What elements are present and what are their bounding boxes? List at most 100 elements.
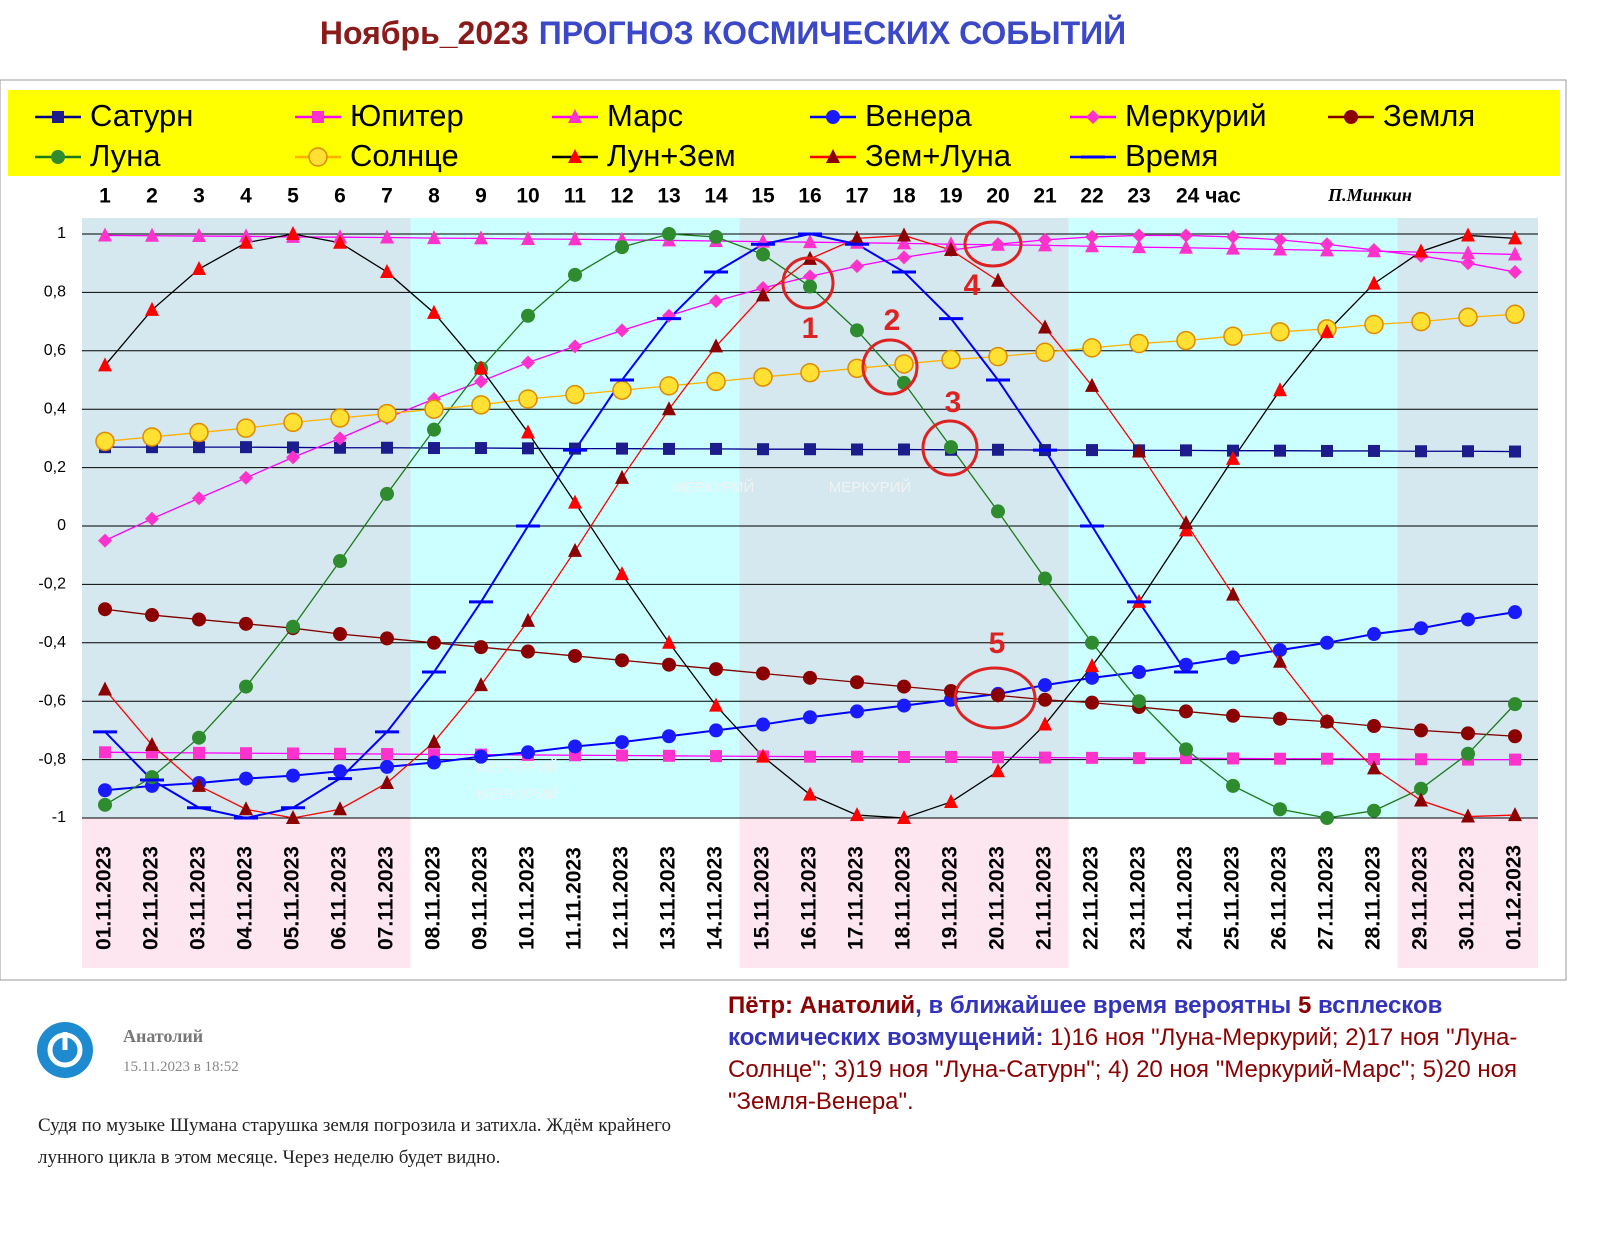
y-tick-label: -0,6 [38,692,66,709]
hour-label: 10 [516,185,539,208]
marker [1461,245,1475,260]
hour-label: 20 [986,185,1009,208]
marker [1132,228,1146,243]
marker [756,748,770,763]
marker [1179,228,1193,243]
marker [333,554,347,569]
marker [239,234,253,249]
marker [850,807,864,822]
y-tick-label: 0 [57,517,66,534]
marker [756,247,770,262]
marker [709,294,723,309]
marker [1509,445,1521,458]
marker [1039,751,1051,764]
marker [380,486,394,501]
marker [663,749,675,762]
marker [1227,444,1239,457]
marker [474,640,488,655]
marker [615,323,629,338]
reply-part: 1)16 ноя "Луна-Меркурий; 2)17 ноя "Луна-… [728,1024,1518,1115]
marker [1085,635,1099,650]
marker [991,504,1005,519]
marker [333,764,347,779]
hour-label: 8 [428,185,440,208]
date-band [739,818,1069,968]
marker [286,810,300,824]
marker [1367,803,1381,818]
watermark: МЕРКУРИЙ [672,478,755,496]
y-tick-label: 0,4 [44,400,66,417]
legend-marker [826,149,840,163]
watermark: МЕРКУРИЙ [477,758,560,776]
marker [615,566,629,581]
marker [98,602,112,617]
hour-label: 19 [939,185,962,208]
marker [145,770,159,785]
hour-label: 22 [1080,185,1103,208]
marker [1226,229,1240,244]
marker [941,349,961,370]
marker [894,354,914,374]
marker [851,443,863,456]
marker [612,380,632,400]
legend-label: Венера [865,98,973,133]
marker [850,259,864,274]
marker [1461,726,1475,741]
hour-label: 1 [99,185,111,208]
marker [1415,753,1427,766]
hour-label: 4 [240,185,252,208]
legend-marker [51,150,65,164]
marker [287,747,299,760]
comment-text: Судя по музыке Шумана старушка земля пог… [38,1115,671,1168]
marker [897,810,911,824]
marker [427,635,441,650]
title-part: ПРОГНОЗ КОСМИЧЕСКИХ СОБЫТИЙ [539,15,1126,51]
x-tick-label: 22.11.2023 [1080,846,1103,950]
marker [334,441,346,454]
legend-marker [568,149,582,163]
x-tick-label: 10.11.2023 [516,846,539,950]
marker [615,653,629,668]
series-line [104,232,1187,820]
marker [1085,658,1099,673]
marker [427,734,441,749]
legend-label: Зем+Луна [865,138,1012,173]
marker [283,412,303,433]
marker [427,422,441,437]
x-tick-label: 30.11.2023 [1456,846,1479,950]
x-tick-label: 02.11.2023 [140,846,163,950]
marker [1320,811,1334,825]
marker [991,688,1005,703]
legend-marker [568,109,582,123]
marker [1508,246,1522,261]
legend-label: Марс [607,98,683,133]
marker [898,750,910,763]
marker [1273,241,1287,256]
marker [95,431,115,452]
x-tick-label: 17.11.2023 [845,846,868,950]
marker [333,627,347,642]
credit: П.Минкин [1327,185,1412,205]
annotation: 3 [945,386,962,419]
reply-part: всплесков космических возмущений: [728,992,1443,1051]
marker [847,358,867,379]
legend-label: Солнце [350,138,459,173]
marker [1038,716,1052,731]
marker [757,443,769,456]
annotation-circle [781,256,835,310]
legend-label: Земля [1383,98,1475,133]
marker [1461,256,1475,271]
marker [142,427,162,447]
marker [471,395,491,415]
marker [145,301,159,316]
marker [1085,238,1099,253]
x-tick-label: 28.11.2023 [1362,846,1385,950]
x-tick-label: 05.11.2023 [281,846,304,950]
marker [803,670,817,685]
marker [521,424,535,439]
marker [427,230,441,245]
marker [991,272,1005,287]
marker [1368,444,1380,457]
hour-label: 11 [564,185,587,208]
marker [1320,635,1334,650]
